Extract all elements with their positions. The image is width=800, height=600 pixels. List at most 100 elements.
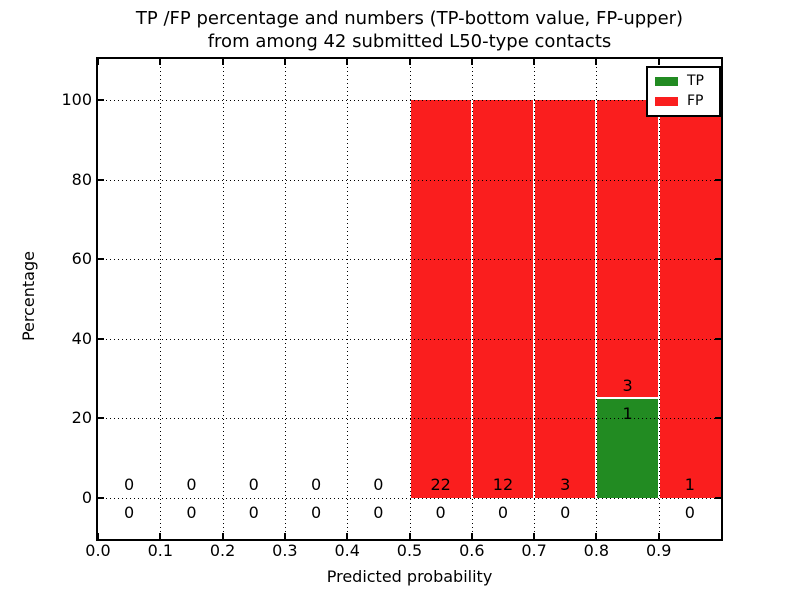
x-tick-mark-bottom	[533, 533, 535, 539]
x-tick-mark-bottom	[222, 533, 224, 539]
tp-count-label: 1	[622, 403, 633, 423]
x-tick-label: 0.5	[396, 541, 423, 560]
tp-count-label: 0	[186, 503, 197, 522]
x-tick-label: 0.9	[645, 541, 672, 560]
fp-count-label: 0	[310, 475, 322, 494]
gridline-horizontal	[98, 259, 721, 261]
tp-count-label: 0	[373, 503, 384, 522]
x-tick-label: 0.4	[334, 541, 360, 560]
x-tick-mark-bottom	[658, 533, 660, 539]
gridline-vertical	[160, 59, 161, 539]
x-tick-mark-top	[409, 59, 411, 65]
x-tick-mark-top	[97, 59, 99, 65]
gridline-vertical	[285, 59, 286, 539]
y-tick-label: 0	[81, 488, 92, 507]
chart-title: TP /FP percentage and numbers (TP-bottom…	[98, 7, 721, 53]
x-tick-mark-top	[159, 59, 161, 65]
tp-count-label: 0	[248, 503, 259, 522]
chart-title-line1: TP /FP percentage and numbers (TP-bottom…	[135, 8, 684, 29]
y-tick-mark-left	[98, 258, 104, 261]
fp-bar-segment	[535, 100, 596, 498]
fp-count-label: 0	[124, 475, 135, 494]
gridline-vertical	[659, 59, 660, 539]
fp-count-label: 1	[684, 475, 695, 494]
x-tick-mark-bottom	[284, 533, 286, 539]
y-tick-mark-right	[715, 337, 721, 340]
tp-count-label: 0	[310, 503, 322, 522]
y-tick-mark-right	[715, 417, 721, 420]
legend-item-fp: FP	[655, 93, 719, 110]
y-tick-label: 80	[71, 169, 92, 189]
tp-legend-label: TP	[687, 73, 704, 89]
x-tick-mark-bottom	[595, 533, 597, 539]
tp-count-label: 0	[124, 503, 135, 522]
x-tick-label: 0.7	[521, 541, 547, 560]
gridline-vertical	[472, 59, 473, 539]
x-tick-mark-top	[595, 59, 597, 65]
fp-bar-segment	[597, 100, 658, 397]
x-tick-label: 0.1	[147, 541, 174, 560]
fp-count-label: 3	[560, 475, 571, 494]
x-tick-mark-bottom	[346, 533, 348, 539]
x-tick-mark-top	[222, 59, 224, 65]
x-tick-mark-top	[533, 59, 535, 65]
gridline-horizontal	[98, 418, 721, 420]
fp-count-label: 3	[622, 375, 633, 395]
x-tick-mark-top	[658, 59, 660, 65]
y-tick-label: 100	[61, 90, 92, 109]
tp-bar-segment	[597, 398, 658, 498]
x-axis-label: Predicted probability	[326, 567, 493, 586]
x-tick-mark-top	[284, 59, 286, 65]
fp-legend-swatch	[655, 97, 678, 106]
fp-bar-segment	[659, 100, 721, 498]
y-tick-mark-left	[98, 99, 104, 101]
gridline-vertical	[596, 59, 597, 539]
y-tick-mark-left	[98, 497, 104, 499]
fp-count-label: 22	[430, 475, 451, 494]
x-tick-label: 0.2	[209, 541, 236, 560]
gridline-vertical	[223, 59, 224, 539]
gridline-vertical	[347, 59, 348, 539]
x-tick-mark-top	[346, 59, 348, 65]
x-tick-mark-bottom	[471, 533, 473, 539]
gridline-horizontal	[98, 179, 721, 181]
y-tick-mark-right	[715, 178, 721, 181]
legend: TP FP	[646, 66, 721, 117]
chart-title-line2: from among 42 submitted L50-type contact…	[207, 31, 612, 52]
x-tick-mark-bottom	[409, 533, 411, 539]
y-tick-label: 40	[71, 328, 92, 348]
y-axis-label: Percentage	[19, 251, 38, 342]
x-tick-mark-top	[471, 59, 473, 65]
tp-legend-swatch	[655, 77, 678, 86]
fp-count-label: 12	[492, 475, 514, 494]
plot-area: TP FP 0 0 0 0 0 0 0 0 0 0 22 0 12 0 3 0 3 1 1 0	[96, 57, 723, 541]
fp-count-label: 0	[248, 475, 259, 494]
y-tick-label: 60	[71, 249, 92, 269]
x-tick-label: 0.3	[272, 541, 298, 560]
x-tick-label: 0.8	[583, 541, 610, 560]
fp-legend-label: FP	[687, 93, 704, 109]
gridline-horizontal	[98, 338, 721, 340]
tp-count-label: 0	[497, 503, 509, 522]
gridline-vertical	[534, 59, 535, 539]
x-tick-mark-bottom	[159, 533, 161, 539]
tp-count-label: 0	[684, 503, 695, 522]
tp-count-label: 0	[560, 503, 571, 522]
y-tick-mark-left	[98, 337, 104, 340]
y-tick-label: 20	[71, 408, 92, 428]
tp-count-label: 0	[435, 503, 446, 522]
y-tick-mark-right	[715, 258, 721, 261]
gridline-horizontal	[98, 100, 721, 101]
fp-bar-segment	[410, 100, 471, 498]
gridline-horizontal	[98, 498, 721, 499]
x-tick-label: 0.0	[85, 541, 111, 560]
x-tick-label: 0.6	[459, 541, 485, 560]
fp-count-label: 0	[373, 475, 384, 494]
legend-item-tp: TP	[655, 73, 719, 90]
fp-bar-segment	[472, 100, 534, 498]
y-tick-mark-left	[98, 178, 104, 181]
y-tick-mark-right	[715, 497, 721, 499]
x-tick-mark-bottom	[97, 533, 99, 539]
y-tick-mark-left	[98, 417, 104, 420]
